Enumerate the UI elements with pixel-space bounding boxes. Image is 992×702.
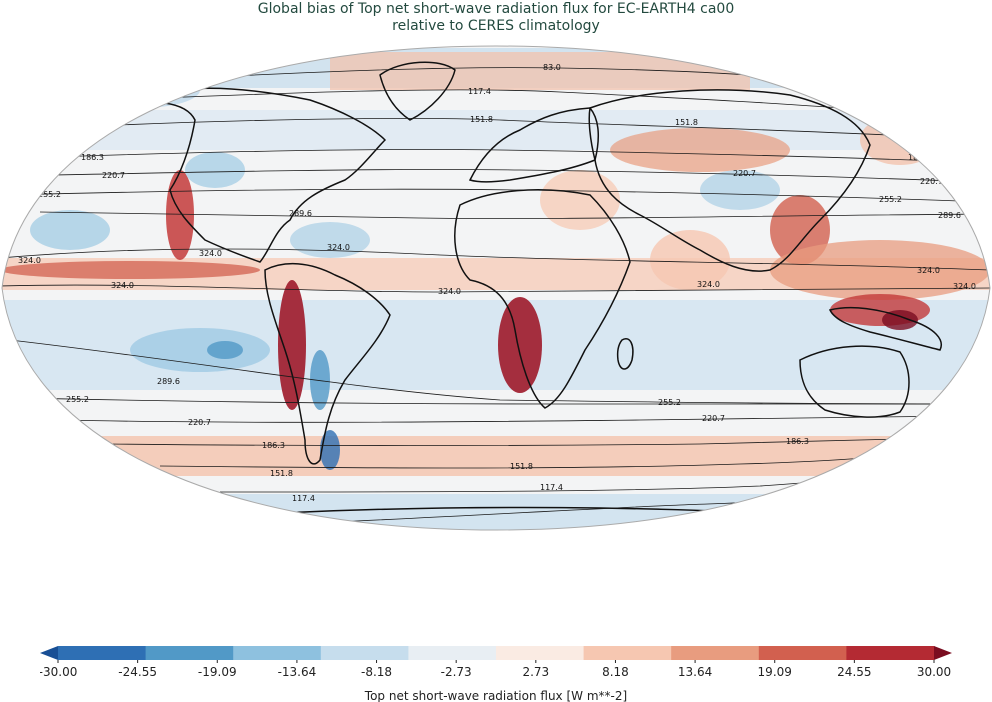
bias-peru-stratocumulus: [278, 280, 306, 410]
contour-label-117-s2: 117.4: [540, 483, 563, 492]
coastline-asia: [588, 89, 871, 272]
contour-324-north: [2, 248, 990, 271]
contour-label-83-s: 83.0: [183, 525, 201, 534]
colorbar-cell: [846, 646, 935, 660]
contour-152-south: [159, 453, 911, 469]
contour-label-117-s: 117.4: [292, 494, 315, 503]
contour-labels: 83.0 83.0 117.4 151.8 151.8 186.3 186.3 …: [18, 63, 976, 534]
colorbar-tick-label: -24.55: [118, 665, 157, 679]
contour-label-290-n: 289.6: [289, 209, 312, 218]
contour-290-north: [39, 211, 990, 219]
contour-255-north: [4, 188, 990, 203]
coastline-africa: [454, 189, 631, 409]
contour-label-324-s: 324.0: [111, 281, 134, 290]
colorbar-tick-label: -13.64: [278, 665, 317, 679]
contour-label-324-n: 324.0: [199, 249, 222, 258]
contour-117-north: [109, 89, 891, 113]
contour-221-south: [59, 415, 961, 423]
map-title: Global bias of Top net short-wave radiat…: [0, 1, 992, 35]
contour-label-221-n: 220.7: [102, 171, 125, 180]
contour-label-324-n2: 324.0: [327, 243, 350, 252]
colorbar-tick-label: 24.55: [837, 665, 871, 679]
contour-label-255-n2: 255.2: [879, 195, 902, 204]
colorbar-tick-label: -19.09: [198, 665, 237, 679]
contour-label-152-n: 151.8: [470, 115, 493, 124]
bias-pacific-itcz: [2, 261, 260, 279]
colorbar-cell: [233, 646, 322, 660]
contour-label-255-n: 255.2: [38, 190, 61, 199]
coastline-europe: [468, 107, 600, 183]
colorbar-tick-label: 30.00: [917, 665, 951, 679]
contour-label-221-n2: 220.7: [733, 169, 756, 178]
colorbar-cell: [408, 646, 497, 660]
coastline-greenland: [379, 61, 456, 121]
map-field: 83.0 83.0 117.4 151.8 151.8 186.3 186.3 …: [2, 46, 990, 534]
contour-label-152-n2: 151.8: [675, 118, 698, 127]
colorbar-ticks: -30.00 -24.55 -19.09 -13.64 -8.18 -2.73 2.73 8.…: [40, 660, 951, 679]
colorbar-cell: [58, 646, 147, 660]
colorbar-cell: [583, 646, 672, 660]
bias-california-stratocumulus: [166, 170, 194, 260]
colorbar: -30.00 -24.55 -19.09 -13.64 -8.18 -2.73 2.73 8.…: [40, 646, 952, 702]
contour-label-255-s: 255.2: [66, 395, 89, 404]
colorbar-label: Top net short-wave radiation flux [W m**…: [364, 689, 627, 702]
colorbar-tick-label: -2.73: [441, 665, 472, 679]
contour-324-south: [2, 284, 990, 293]
contour-label-255-s2: 255.2: [658, 398, 681, 407]
coastline-indonesia: [828, 306, 942, 351]
contour-lines: [2, 67, 990, 529]
contour-label-324-s4: 324.0: [953, 282, 976, 291]
contour-221-north: [9, 169, 986, 183]
colorbar-tick-label: 19.09: [758, 665, 792, 679]
title-line-1: Global bias of Top net short-wave radiat…: [257, 1, 735, 17]
colorbar-tick-label: 2.73: [522, 665, 549, 679]
contour-label-324-n4: 324.0: [917, 266, 940, 275]
contour-label-117-n: 117.4: [468, 87, 491, 96]
title-line-2: relative to CERES climatology: [392, 18, 600, 34]
contour-label-221-s: 220.7: [188, 418, 211, 427]
contour-255-south: [19, 397, 980, 405]
colorbar-cell: [496, 646, 585, 660]
contour-186-south: [109, 437, 941, 446]
contour-label-186-n: 186.3: [81, 153, 104, 162]
contour-label-83-n: 83.0: [196, 75, 214, 84]
band-arctic-red: [330, 52, 750, 90]
coastline-north-america: [117, 87, 387, 263]
bias-namibia-stratocumulus: [498, 297, 542, 393]
colorbar-extend-low: [40, 646, 58, 660]
contour-label-221-n3: 220.7: [920, 177, 943, 186]
colorbar-tick-label: 13.64: [678, 665, 712, 679]
colorbar-tick-label: 8.18: [602, 665, 629, 679]
contour-label-152-s: 151.8: [270, 469, 293, 478]
colorbar-extend-high: [934, 646, 952, 660]
coastline-madagascar: [616, 338, 634, 370]
colorbar-cell: [758, 646, 847, 660]
contour-label-83-n2: 83.0: [543, 63, 561, 72]
band-north-blue: [2, 110, 990, 150]
colorbar-cell: [671, 646, 760, 660]
globe-outline: [1, 45, 991, 531]
contour-152-north: [49, 118, 951, 139]
contour-label-324-s3: 324.0: [697, 280, 720, 289]
colorbar-tick-label: -30.00: [40, 665, 77, 679]
contour-label-324-s2: 324.0: [438, 287, 461, 296]
colorbar-cell: [320, 646, 409, 660]
colorbar-tick-label: -8.18: [361, 665, 392, 679]
colorbar-cell: [145, 646, 234, 660]
colorbar-cells: [40, 646, 952, 660]
contour-label-186-s2: 186.3: [786, 437, 809, 446]
contour-label-186-s: 186.3: [262, 441, 285, 450]
band-southern-ocean-red: [2, 436, 990, 476]
contour-label-152-s2: 151.8: [510, 462, 533, 471]
bias-map: 83.0 83.0 117.4 151.8 151.8 186.3 186.3 …: [1, 45, 991, 534]
contour-label-221-s2: 220.7: [702, 414, 725, 423]
contour-290-south: [9, 339, 990, 405]
bias-warm-pool: [770, 240, 990, 300]
contour-label-290-n2: 289.6: [938, 211, 961, 220]
band-antarctic-blue: [2, 494, 990, 530]
contour-label-290-s: 289.6: [157, 377, 180, 386]
contour-label-324-n3: 324.0: [18, 256, 41, 265]
contour-186-north: [19, 149, 971, 163]
